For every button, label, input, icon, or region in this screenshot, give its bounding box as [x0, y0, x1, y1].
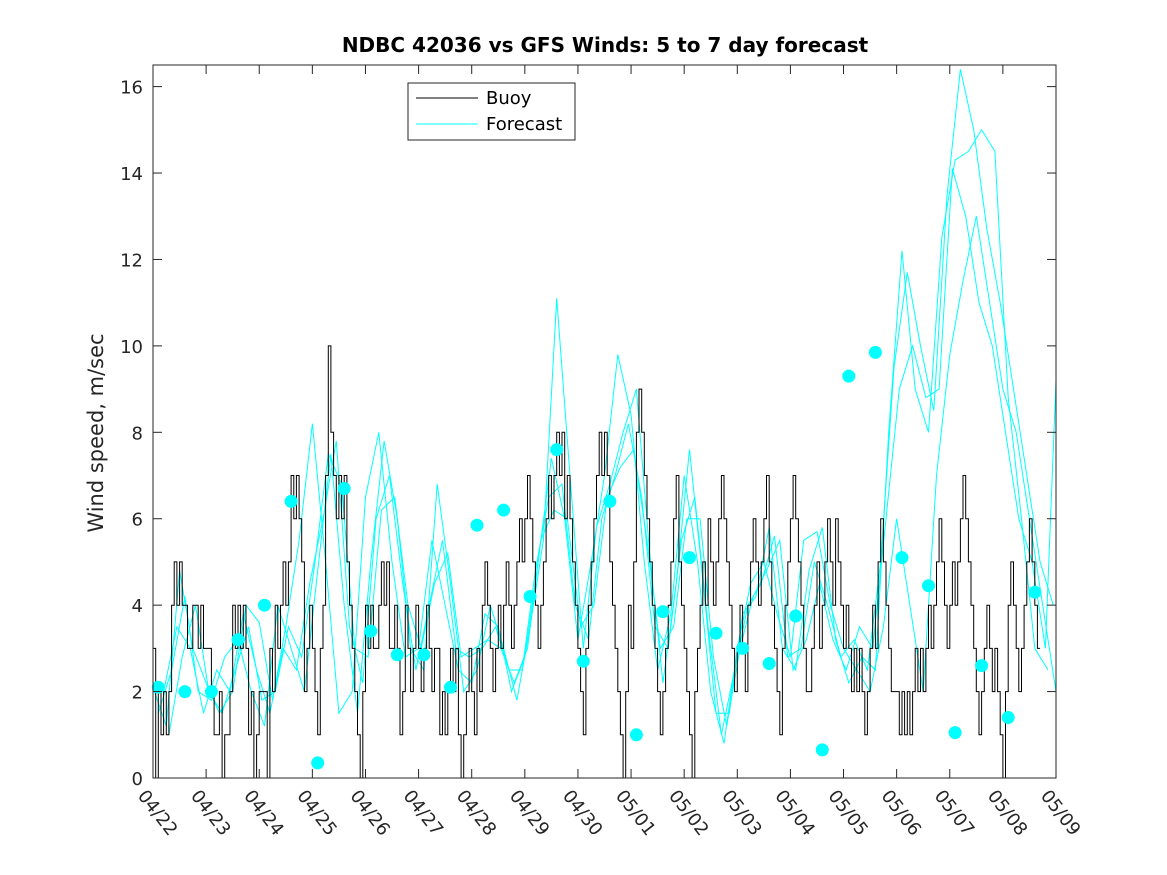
- legend: Buoy Forecast: [407, 82, 576, 141]
- forecast-marker: [709, 626, 723, 640]
- forecast-marker: [842, 369, 856, 383]
- y-tick-label: 10: [120, 337, 143, 358]
- forecast-marker: [258, 598, 271, 612]
- forecast-marker: [390, 648, 404, 662]
- y-tick-label: 12: [120, 250, 143, 271]
- forecast-marker: [337, 482, 351, 495]
- forecast-marker: [470, 518, 484, 532]
- forecast-marker: [922, 579, 935, 593]
- y-tick-label: 4: [132, 596, 143, 617]
- forecast-marker: [417, 648, 431, 662]
- forecast-marker: [576, 654, 590, 668]
- y-tick-label: 8: [132, 423, 143, 444]
- forecast-marker: [151, 680, 165, 694]
- forecast-marker: [204, 685, 218, 699]
- forecast-marker: [523, 590, 537, 603]
- legend-box: [407, 82, 576, 141]
- forecast-markers: [151, 345, 1042, 770]
- y-tick-label: 14: [120, 164, 143, 185]
- forecast-series-line-4: [168, 168, 1057, 735]
- forecast-marker: [444, 680, 457, 694]
- legend-label-buoy: Buoy: [486, 88, 532, 109]
- chart-title: NDBC 42036 vs GFS Winds: 5 to 7 day fore…: [342, 33, 869, 57]
- forecast-marker: [284, 494, 298, 508]
- y-axis-label: Wind speed, m/sec: [84, 333, 108, 532]
- forecast-marker: [736, 641, 750, 655]
- y-tick-label: 16: [120, 78, 143, 99]
- buoy-series-line: [153, 345, 1041, 779]
- forecast-marker: [895, 551, 909, 565]
- forecast-marker: [815, 743, 829, 757]
- forecast-marker: [1028, 585, 1042, 599]
- forecast-marker: [683, 551, 696, 565]
- y-tick-label: 0: [132, 769, 143, 790]
- plot-area: [153, 65, 1056, 778]
- legend-label-forecast: Forecast: [486, 114, 562, 135]
- forecast-marker: [975, 659, 989, 673]
- forecast-marker: [178, 685, 192, 699]
- y-tick-label: 6: [132, 510, 143, 531]
- buoy-line: [153, 345, 1041, 779]
- y-tick-label: 2: [132, 683, 143, 704]
- forecast-marker: [629, 728, 643, 742]
- forecast-marker: [311, 756, 325, 770]
- forecast-marker: [550, 443, 564, 457]
- forecast-marker: [1001, 711, 1015, 724]
- forecast-marker: [603, 494, 617, 508]
- y-axis: 0 2 4 6 8 10 12 14 16: [120, 78, 1056, 790]
- forecast-marker: [789, 609, 803, 623]
- forecast-marker: [762, 657, 776, 670]
- forecast-marker: [948, 726, 962, 740]
- forecast-marker: [868, 345, 882, 359]
- forecast-marker: [231, 633, 245, 647]
- plot-frame: [152, 64, 1057, 779]
- forecast-marker: [364, 624, 378, 638]
- forecast-marker: [497, 503, 511, 517]
- forecast-marker: [656, 605, 670, 619]
